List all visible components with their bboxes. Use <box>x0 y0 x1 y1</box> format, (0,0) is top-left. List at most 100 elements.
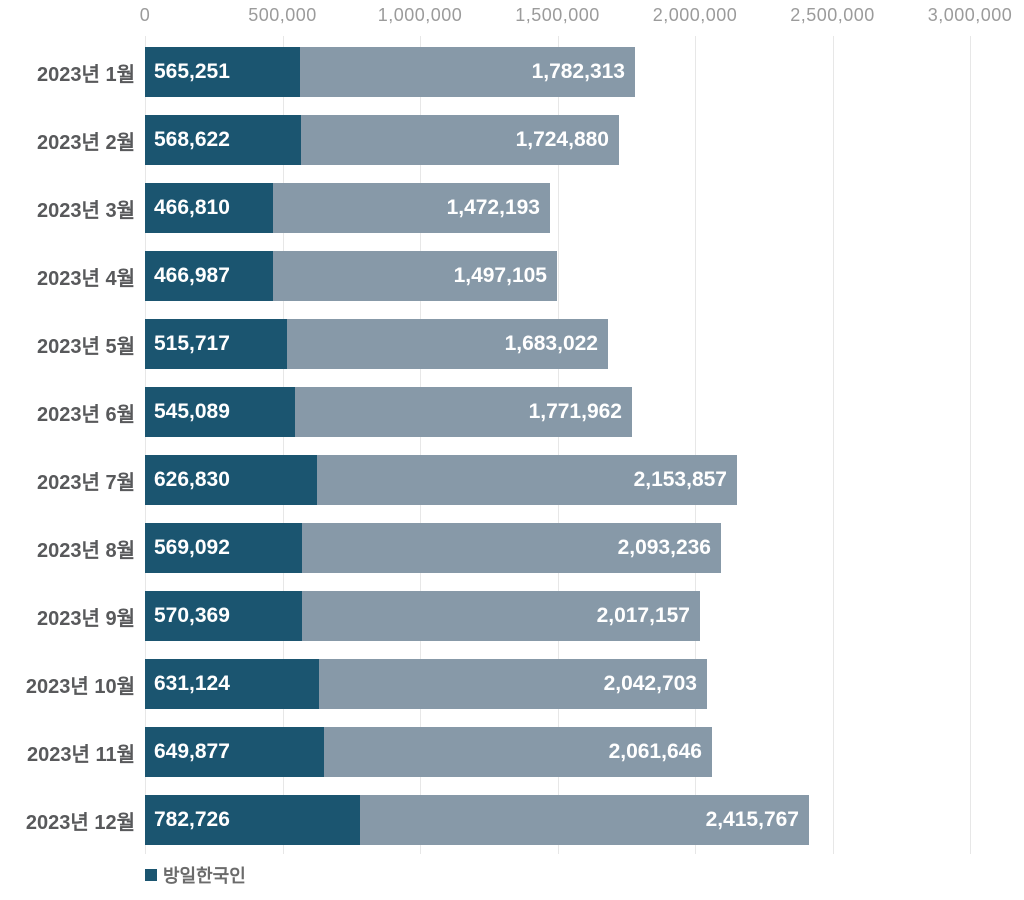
x-tick-label: 3,000,000 <box>927 5 1013 25</box>
korean-value-label: 631,124 <box>154 672 230 695</box>
category-label: 2023년 6월 <box>37 403 135 426</box>
total-visitors-bar: 515,717 1,683,022 <box>145 319 608 369</box>
category-label: 2023년 12월 <box>25 811 135 834</box>
bar-row: 2023년 2월 568,622 1,724,880 <box>0 106 1024 174</box>
korean-visitors-bar <box>145 183 273 233</box>
korean-visitors-bar <box>145 523 302 573</box>
korean-value-label: 466,987 <box>154 264 230 287</box>
category-label: 2023년 9월 <box>37 607 135 630</box>
category-label: 2023년 1월 <box>37 63 135 86</box>
korean-value-label: 570,369 <box>154 604 230 627</box>
category-label: 2023년 5월 <box>37 335 135 358</box>
bar-row: 2023년 4월 466,987 1,497,105 <box>0 242 1024 310</box>
total-visitors-bar: 568,622 1,724,880 <box>145 115 619 165</box>
bar-row: 2023년 1월 565,251 1,782,313 <box>0 38 1024 106</box>
bar-row: 2023년 8월 569,092 2,093,236 <box>0 514 1024 582</box>
bars-track: 515,717 1,683,022 <box>145 319 970 369</box>
korean-value-label: 626,830 <box>154 468 230 491</box>
bar-row: 2023년 6월 545,089 1,771,962 <box>0 378 1024 446</box>
bars-track: 565,251 1,782,313 <box>145 47 970 97</box>
korean-visitors-bar <box>145 251 273 301</box>
gridline <box>557 36 559 854</box>
x-tick-label: 1,500,000 <box>515 5 600 25</box>
bar-row: 2023년 12월 782,726 2,415,767 <box>0 786 1024 854</box>
bars-track: 466,987 1,497,105 <box>145 251 970 301</box>
korean-value-label: 569,092 <box>154 536 230 559</box>
bars-track: 631,124 2,042,703 <box>145 659 970 709</box>
gridlines <box>145 36 971 854</box>
korean-visitors-bar <box>145 47 300 97</box>
total-visitors-bar: 570,369 2,017,157 <box>145 591 700 641</box>
bar-row: 2023년 10월 631,124 2,042,703 <box>0 650 1024 718</box>
category-label: 2023년 11월 <box>27 743 135 766</box>
x-axis: 0 500,000 1,000,000 1,500,000 2,000,000 2,500… <box>140 0 1012 38</box>
korean-value-label: 466,810 <box>154 196 230 219</box>
bar-row: 2023년 11월 649,877 2,061,646 <box>0 718 1024 786</box>
gridline <box>970 36 971 854</box>
total-value-label: 1,724,880 <box>515 128 609 151</box>
legend: 방일한국인 <box>145 862 246 888</box>
bars-track: 649,877 2,061,646 <box>145 727 970 777</box>
gridline <box>832 36 834 854</box>
legend-swatch-icon <box>145 869 157 881</box>
korean-visitors-bar <box>145 795 360 845</box>
x-tick-label: 2,000,000 <box>652 5 738 25</box>
gridline <box>420 36 421 854</box>
category-label: 2023년 8월 <box>37 539 135 562</box>
total-value-label: 1,472,193 <box>446 196 540 219</box>
korean-visitors-bar <box>145 455 317 505</box>
korean-visitors-bar <box>145 659 319 709</box>
category-label: 2023년 10월 <box>25 675 135 698</box>
bar-row: 2023년 3월 466,810 1,472,193 <box>0 174 1024 242</box>
total-visitors-bar: 466,810 1,472,193 <box>145 183 550 233</box>
bar-row: 2023년 5월 515,717 1,683,022 <box>0 310 1024 378</box>
bars-track: 570,369 2,017,157 <box>145 591 970 641</box>
korean-value-label: 565,251 <box>154 60 230 83</box>
korean-visitors-bar <box>145 319 287 369</box>
total-value-label: 1,497,105 <box>453 264 547 287</box>
gridline <box>145 36 146 854</box>
total-visitors-bar: 649,877 2,061,646 <box>145 727 712 777</box>
bars-track: 569,092 2,093,236 <box>145 523 970 573</box>
korean-visitors-bar <box>145 727 324 777</box>
total-value-label: 1,771,962 <box>528 400 622 423</box>
total-value-label: 2,093,236 <box>617 536 711 559</box>
bar-rows: 2023년 1월 565,251 1,782,313 2023년 2월 568,622 1… <box>0 38 1024 854</box>
category-label: 2023년 2월 <box>37 131 135 154</box>
category-label: 2023년 7월 <box>37 471 135 494</box>
x-tick-label: 0 <box>139 5 151 25</box>
bars-track: 782,726 2,415,767 <box>145 795 970 845</box>
total-value-label: 1,782,313 <box>531 60 625 83</box>
bars-track: 545,089 1,771,962 <box>145 387 970 437</box>
total-visitors-bar: 631,124 2,042,703 <box>145 659 707 709</box>
korean-visitors-bar <box>145 591 302 641</box>
total-value-label: 2,061,646 <box>608 740 702 763</box>
total-value-label: 1,683,022 <box>504 332 598 355</box>
total-visitors-bar: 565,251 1,782,313 <box>145 47 635 97</box>
bars-track: 466,810 1,472,193 <box>145 183 970 233</box>
gridline <box>695 36 696 854</box>
korean-value-label: 515,717 <box>154 332 230 355</box>
total-value-label: 2,042,703 <box>603 672 697 695</box>
total-visitors-bar: 569,092 2,093,236 <box>145 523 721 573</box>
bar-row: 2023년 9월 570,369 2,017,157 <box>0 582 1024 650</box>
korean-value-label: 649,877 <box>154 740 230 763</box>
legend-label: 방일한국인 <box>163 866 246 886</box>
total-visitors-bar: 626,830 2,153,857 <box>145 455 737 505</box>
bar-row: 2023년 7월 626,830 2,153,857 <box>0 446 1024 514</box>
x-tick-label: 1,000,000 <box>377 5 463 25</box>
x-tick-label: 2,500,000 <box>790 5 875 25</box>
category-label: 2023년 3월 <box>37 199 135 222</box>
x-tick-label: 500,000 <box>248 5 317 25</box>
korean-visitors-bar <box>145 115 301 165</box>
total-visitors-bar: 545,089 1,771,962 <box>145 387 632 437</box>
total-value-label: 2,017,157 <box>596 604 690 627</box>
total-value-label: 2,153,857 <box>633 468 727 491</box>
bars-track: 568,622 1,724,880 <box>145 115 970 165</box>
total-visitors-bar: 466,987 1,497,105 <box>145 251 557 301</box>
korean-value-label: 568,622 <box>154 128 230 151</box>
korean-value-label: 782,726 <box>154 808 230 831</box>
category-label: 2023년 4월 <box>37 267 135 290</box>
korean-value-label: 545,089 <box>154 400 230 423</box>
